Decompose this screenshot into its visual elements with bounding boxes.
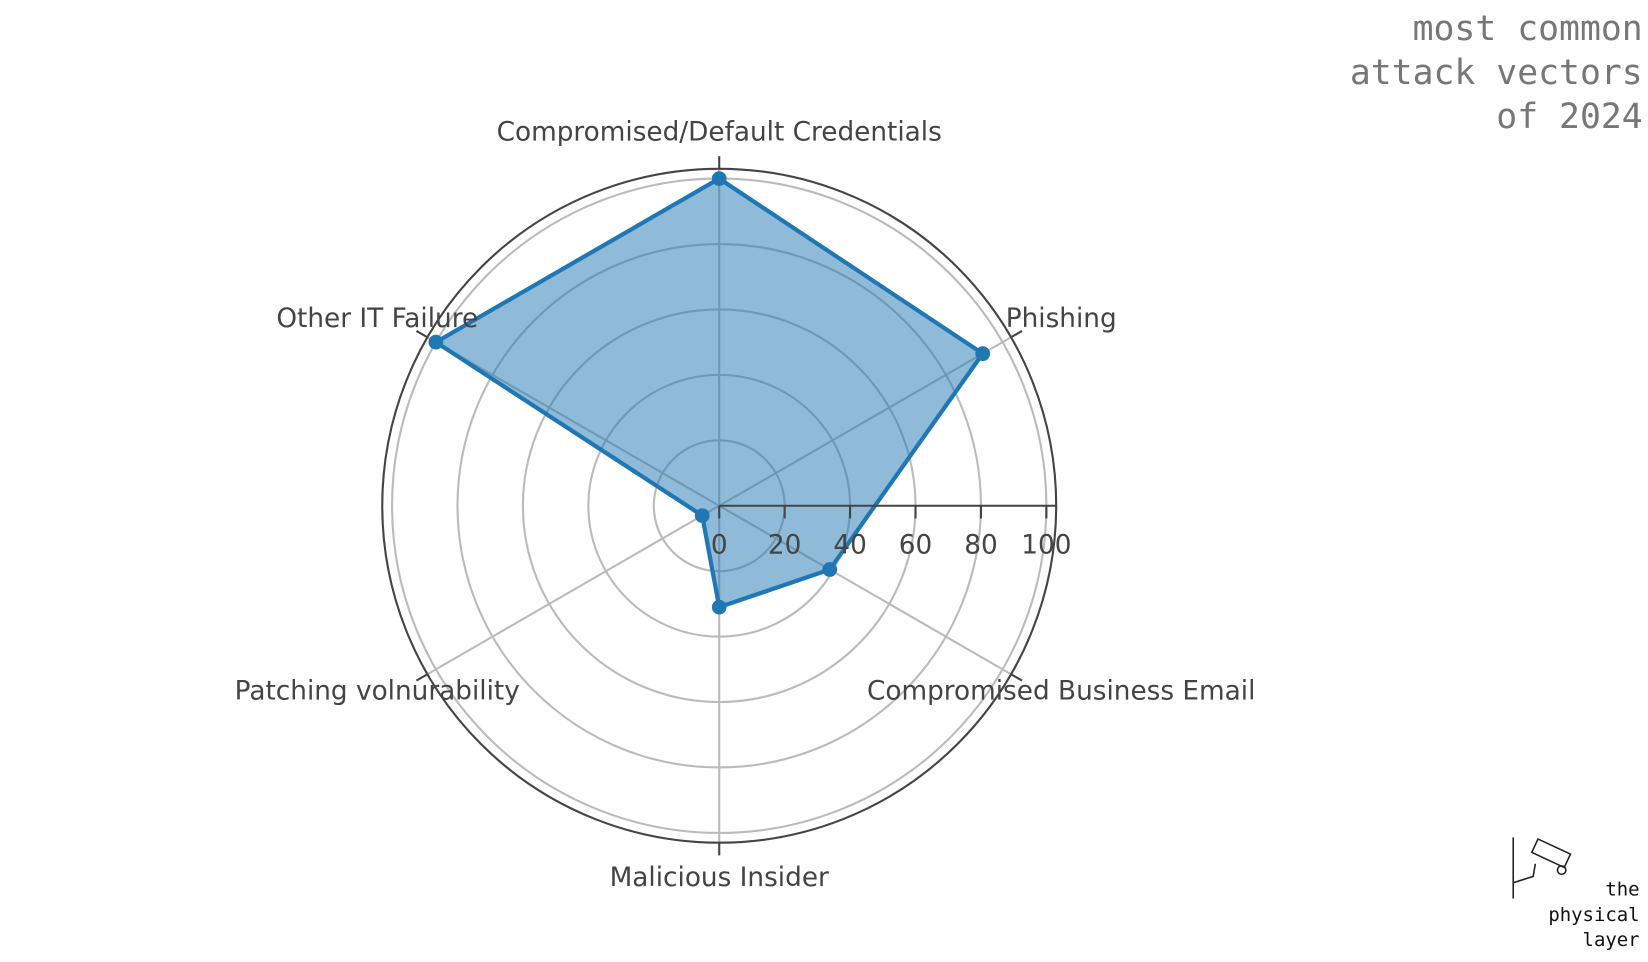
point bbox=[711, 599, 727, 615]
angular-tick bbox=[1010, 673, 1023, 682]
radial-tick-label: 40 bbox=[833, 530, 866, 560]
category-label: Compromised/Default Credentials bbox=[497, 117, 942, 147]
category-label: Phishing bbox=[1006, 304, 1117, 334]
angular-tick bbox=[415, 330, 428, 339]
radial-tick-label: 60 bbox=[899, 530, 932, 560]
angular-tick bbox=[415, 673, 428, 682]
category-label: Compromised Business Email bbox=[867, 677, 1255, 707]
point bbox=[822, 562, 838, 577]
chart-title: of 2024 bbox=[1496, 97, 1642, 137]
logo-text: physical bbox=[1548, 904, 1639, 926]
radial-tick-label: 100 bbox=[1021, 530, 1071, 560]
point bbox=[694, 508, 710, 523]
spoke bbox=[426, 504, 720, 676]
category-label: Other IT Failure bbox=[276, 304, 478, 334]
point bbox=[711, 171, 727, 186]
chart-title: attack vectors bbox=[1350, 53, 1643, 93]
radial-tick-label: 0 bbox=[711, 530, 728, 560]
point bbox=[975, 346, 991, 361]
radial-tick-label: 20 bbox=[768, 530, 801, 560]
category-label: Malicious Insider bbox=[610, 863, 829, 893]
chart-title: most common bbox=[1413, 9, 1643, 49]
logo-icon bbox=[1512, 837, 1572, 899]
logo-text: layer bbox=[1583, 929, 1640, 951]
angular-tick bbox=[1010, 330, 1023, 339]
radial-tick-label: 80 bbox=[964, 530, 997, 560]
category-label: Patching volnurability bbox=[235, 677, 520, 707]
logo-text: the bbox=[1605, 879, 1639, 901]
point bbox=[428, 334, 444, 350]
